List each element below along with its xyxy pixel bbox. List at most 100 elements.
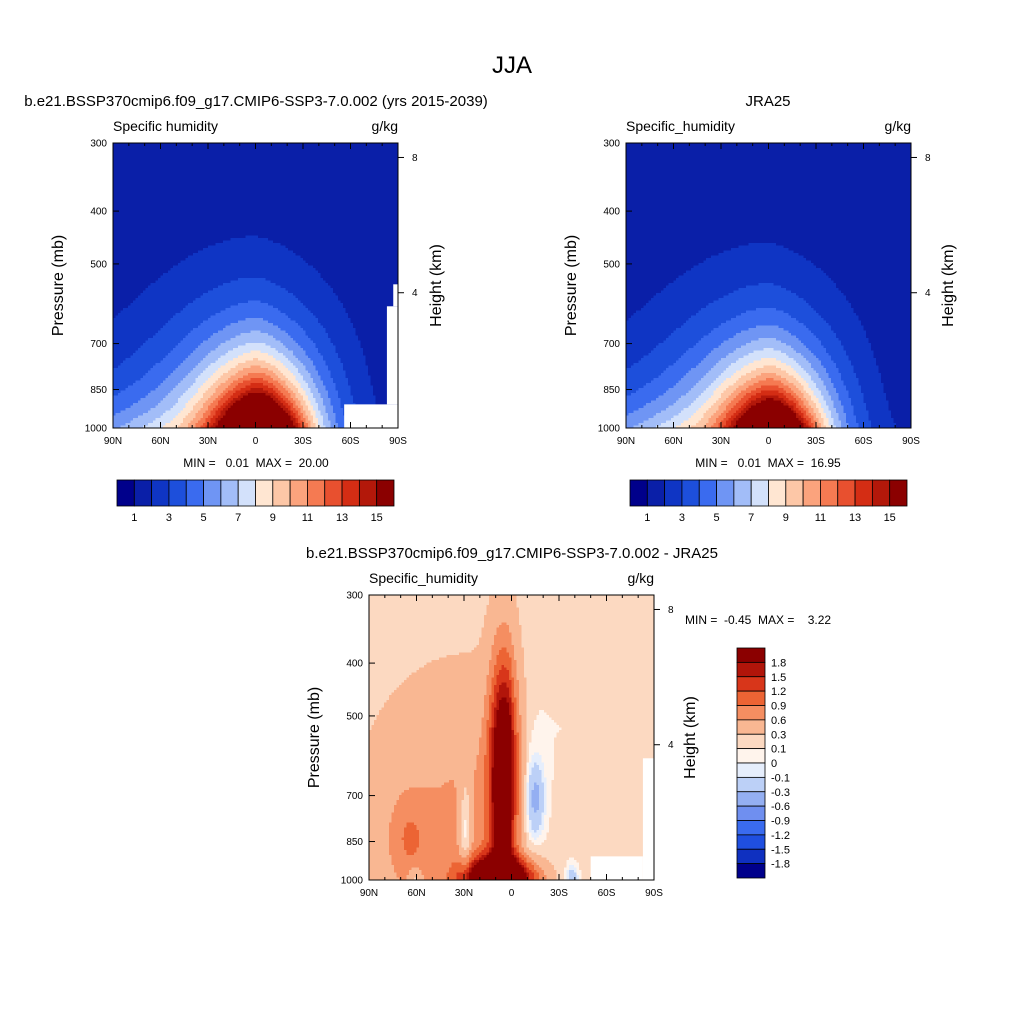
- contour-cell: [355, 333, 398, 337]
- contour-cell: [210, 413, 217, 417]
- contour-cell: [673, 363, 700, 367]
- contour-cell: [728, 403, 737, 407]
- contour-cell: [656, 293, 730, 297]
- contour-cell: [113, 298, 137, 302]
- contour-cell: [173, 348, 197, 352]
- contour-cell: [268, 238, 398, 242]
- contour-cell: [333, 343, 362, 347]
- contour-cell: [511, 715, 515, 719]
- contour-cell: [726, 423, 732, 427]
- contour-cell: [369, 625, 485, 629]
- contour-cell: [626, 250, 725, 254]
- contour-cell: [551, 800, 654, 804]
- contour-cell: [554, 767, 654, 771]
- contour-cell: [511, 680, 515, 684]
- colorbar: 1.81.51.20.90.60.30.10-0.1-0.3-0.6-0.9-1…: [736, 647, 790, 879]
- contour-cell: [283, 408, 289, 412]
- contour-cell: [524, 805, 528, 809]
- contour-cell: [496, 712, 510, 716]
- contour-cell: [369, 795, 400, 799]
- contour-cell: [626, 178, 911, 182]
- contour-cell: [323, 415, 329, 419]
- contour-cell: [489, 667, 495, 671]
- contour-cell: [818, 410, 825, 414]
- contour-cell: [476, 855, 483, 859]
- contour-cell: [496, 725, 513, 729]
- contour-cell: [853, 308, 911, 312]
- contour-cell: [220, 383, 232, 387]
- contour-cell: [848, 395, 865, 399]
- contour-cell: [303, 348, 319, 352]
- contour-cell: [556, 875, 565, 879]
- colorbar-box: [733, 479, 752, 507]
- contour-cell: [369, 865, 395, 869]
- contour-cell: [816, 335, 837, 339]
- contour-cell: [626, 240, 911, 244]
- contour-cell: [509, 655, 515, 659]
- contour-cell: [519, 610, 654, 614]
- contour-cell: [180, 395, 194, 399]
- contour-cell: [853, 310, 911, 314]
- contour-cell: [333, 405, 342, 409]
- contour-cell: [776, 243, 911, 247]
- contour-cell: [501, 622, 508, 626]
- contour-cell: [489, 672, 495, 676]
- contour-cell: [494, 712, 498, 716]
- contour-cell: [145, 395, 167, 399]
- contour-cell: [471, 650, 493, 654]
- contour-cell: [280, 310, 312, 314]
- y2-tick-label: 8: [925, 153, 931, 164]
- contour-cell: [469, 845, 473, 849]
- contour-cell: [818, 400, 827, 404]
- contour-cell: [698, 420, 710, 424]
- contour-cell: [554, 867, 565, 871]
- contour-cell: [511, 777, 515, 781]
- contour-cell: [514, 717, 518, 721]
- contour-cell: [836, 410, 845, 414]
- contour-cell: [686, 393, 702, 397]
- contour-cell: [353, 323, 398, 327]
- contour-cell: [643, 385, 675, 389]
- contour-cell: [386, 700, 485, 704]
- contour-cell: [250, 388, 264, 392]
- contour-cell: [496, 632, 513, 636]
- contour-cell: [526, 825, 530, 829]
- contour-cell: [516, 857, 520, 861]
- contour-cell: [736, 380, 747, 384]
- contour-cell: [516, 815, 523, 819]
- contour-cell: [741, 368, 757, 372]
- contour-cell: [521, 810, 525, 814]
- contour-cell: [200, 343, 222, 347]
- contour-cell: [484, 695, 490, 699]
- contour-cell: [285, 400, 292, 404]
- contour-cell: [313, 378, 322, 382]
- contour-cell: [273, 240, 398, 244]
- contour-cell: [268, 303, 304, 307]
- contour-cell: [330, 398, 342, 402]
- contour-cell: [484, 837, 490, 841]
- contour-cell: [761, 400, 782, 404]
- y2-axis-label: Height (km): [940, 244, 957, 327]
- contour-cell: [113, 235, 247, 239]
- contour-cell: [801, 375, 812, 379]
- contour-cell: [514, 655, 525, 659]
- contour-cell: [160, 415, 177, 419]
- contour-cell: [733, 290, 792, 294]
- contour-cell: [703, 335, 735, 339]
- colorbar-box: [736, 805, 766, 821]
- contour-cell: [456, 825, 463, 829]
- contour-cell: [298, 370, 309, 374]
- contour-cell: [205, 380, 217, 384]
- contour-cell: [526, 767, 530, 771]
- contour-cell: [519, 762, 523, 766]
- contour-cell: [160, 383, 179, 387]
- contour-cell: [165, 378, 184, 382]
- contour-cell: [464, 822, 468, 826]
- contour-cell: [524, 657, 654, 661]
- contour-cell: [155, 280, 232, 284]
- contour-cell: [806, 370, 817, 374]
- contour-cell: [285, 313, 314, 317]
- contour-cell: [501, 667, 508, 671]
- colorbar-box: [272, 479, 291, 507]
- contour-cell: [539, 825, 545, 829]
